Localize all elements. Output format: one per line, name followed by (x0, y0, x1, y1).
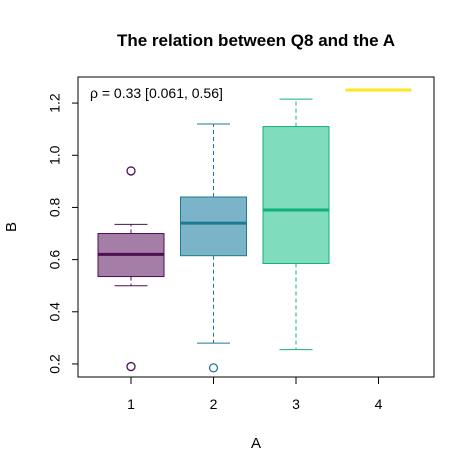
x-axis-label: A (251, 435, 261, 452)
chart-marks: 0.2 0.4 0.6 0.8 1.0 1.2 1 2 3 4 (47, 88, 412, 412)
y-axis-label: B (3, 222, 20, 232)
outlier-point (126, 361, 136, 372)
x-tick-label: 4 (375, 396, 383, 412)
y-tick-label: 1.0 (47, 145, 63, 165)
chart-title: The relation between Q8 and the A (117, 31, 395, 50)
y-tick-label: 0.2 (47, 354, 63, 374)
x-tick-label: 3 (292, 396, 300, 412)
outlier-point (208, 363, 219, 373)
annotation-rho: ρ = 0.33 [0.061, 0.56] (90, 85, 223, 101)
y-tick-label: 0.8 (47, 197, 63, 217)
y-tick-label: 0.6 (47, 250, 63, 270)
x-tick-label: 1 (127, 396, 135, 412)
box (180, 196, 247, 257)
y-tick-label: 1.2 (47, 93, 63, 113)
x-tick-label: 2 (210, 396, 218, 412)
y-tick-label: 0.4 (47, 302, 63, 322)
outlier-point (126, 166, 136, 176)
plot-frame (77, 76, 435, 378)
box (262, 126, 330, 265)
